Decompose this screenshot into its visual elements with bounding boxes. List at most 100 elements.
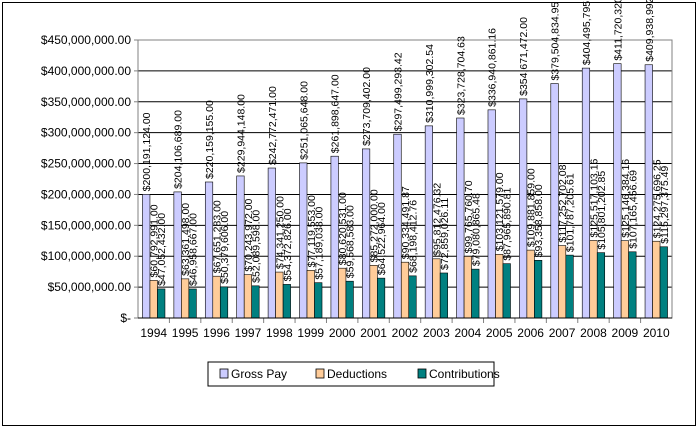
data-label: $77,119,553.00 (306, 195, 318, 267)
data-label: $323,728,704.63 (455, 36, 467, 115)
data-label: $411,720,320.75 (612, 0, 624, 61)
data-label: $80,620,531.00 (337, 192, 349, 265)
data-label: $115,297,375.49 (659, 166, 671, 244)
y-tick-label: $200,000,000.00 (41, 187, 131, 201)
x-tick-label: 2000 (329, 326, 356, 340)
data-label: $297,499,293.42 (393, 52, 405, 131)
legend-swatch (315, 368, 325, 379)
bar-deductions (620, 240, 629, 319)
data-label: $50,379,606.00 (219, 211, 231, 284)
data-label: $93,358,858.00 (533, 184, 545, 257)
bar-contributions (377, 277, 386, 319)
data-label: $117,252,702.08 (557, 164, 569, 242)
data-label: $261,898,647.00 (330, 74, 342, 153)
data-label: $47,052,432.00 (156, 213, 168, 286)
bar-contributions (502, 263, 511, 319)
data-label: $125,146,384.16 (620, 159, 632, 238)
bar-contributions (188, 288, 197, 319)
data-label: $52,089,598.00 (250, 210, 262, 283)
x-tick-label: 1998 (266, 326, 293, 340)
axes: $- $50,000,000.00 $100,000,000.00 $150,000,… (41, 33, 672, 340)
y-tick-label: $- (120, 311, 131, 325)
data-label: $85,272,000.00 (369, 189, 381, 262)
y-tick-label: $450,000,000.00 (41, 33, 131, 47)
data-label: $57,189,038.00 (313, 207, 325, 280)
bar-contributions (534, 260, 543, 319)
legend-swatch (219, 368, 229, 379)
data-label: $99,765,760.70 (463, 180, 475, 253)
data-label: $70,243,972.00 (243, 198, 255, 271)
data-label: $72,859,026.11 (439, 198, 451, 270)
y-tick-label: $250,000,000.00 (41, 157, 131, 171)
x-tick-label: 2003 (423, 326, 450, 340)
y-tick-label: $300,000,000.00 (41, 126, 131, 140)
data-label: $105,801,202.85 (596, 171, 608, 250)
data-label: $204,106,689.00 (173, 110, 185, 189)
x-tick-label: 1999 (297, 326, 324, 340)
data-label: $336,940,861.16 (487, 28, 499, 107)
data-label: $68,198,412.76 (408, 200, 420, 273)
data-label: $409,938,992.83 (644, 0, 656, 62)
data-label: $64,522,964.00 (376, 202, 388, 275)
data-label: $54,372,826.00 (282, 208, 294, 281)
data-label: $354,671,472.00 (518, 17, 530, 96)
bar-contributions (439, 272, 448, 319)
bar-contributions (282, 284, 291, 319)
data-label: $87,965,890.81 (502, 188, 514, 261)
bar-deductions (495, 253, 504, 319)
data-label: $379,504,834.95 (550, 2, 562, 81)
bar-contributions (408, 275, 417, 319)
bar-contributions (565, 254, 574, 319)
data-label: $251,065,648.00 (298, 81, 310, 160)
data-label: $90,334,491.87 (400, 186, 412, 259)
legend-box (207, 361, 495, 387)
legend-label: Contributions (429, 367, 500, 381)
legend: Gross Pay Deductions Contributions (207, 361, 500, 387)
data-label: $229,944,148.00 (235, 94, 247, 173)
y-tick-label: $350,000,000.00 (41, 95, 131, 109)
data-label: $273,709,402.00 (361, 67, 373, 146)
x-tick-label: 1995 (172, 326, 199, 340)
x-tick-label: 1996 (203, 326, 230, 340)
data-label: $46,958,667.00 (188, 213, 200, 286)
data-label: $95,812,476.32 (431, 183, 443, 256)
data-label: $60,792,991.00 (149, 204, 161, 277)
bar-contributions (345, 280, 354, 319)
bar-contributions (596, 252, 606, 319)
bars (142, 63, 668, 319)
bar-deductions (526, 249, 535, 319)
data-label: $107,165,456.69 (627, 170, 639, 249)
data-label: $220,159,155.00 (204, 100, 216, 179)
y-tick-label: $150,000,000.00 (41, 218, 131, 232)
bar-contributions (251, 285, 260, 319)
x-tick-label: 1994 (140, 326, 167, 340)
legend-label: Deductions (327, 367, 387, 381)
legend-label: Gross Pay (231, 367, 287, 381)
x-tick-label: 2001 (360, 326, 387, 340)
data-label: $109,881,859.00 (526, 168, 538, 247)
data-label: $125,517,103.16 (588, 158, 600, 237)
bar-contributions (219, 286, 229, 319)
chart-frame (2, 2, 696, 426)
bar-contributions (471, 268, 480, 319)
data-label: $242,772,471.00 (267, 86, 279, 165)
bar-contributions (659, 246, 668, 319)
x-tick-label: 2005 (486, 326, 513, 340)
y-tick-label: $100,000,000.00 (41, 249, 131, 263)
x-tick-label: 2002 (392, 326, 419, 340)
data-label: $124,275,696.25 (651, 159, 663, 238)
y-tick-label: $50,000,000.00 (48, 280, 132, 294)
legend-swatch (417, 368, 427, 379)
x-tick-label: 2004 (454, 326, 481, 340)
data-label: $67,651,283.00 (212, 200, 224, 273)
data-label: $63,361,498.00 (180, 203, 192, 276)
bar-contributions (157, 288, 166, 319)
x-tick-label: 2009 (612, 326, 639, 340)
bar-contributions (628, 251, 637, 319)
x-tick-label: 2010 (643, 326, 670, 340)
x-tick-label: 1997 (235, 326, 262, 340)
x-tick-label: 2008 (580, 326, 607, 340)
data-label: $103,121,579.00 (494, 172, 506, 251)
bar-deductions (589, 240, 598, 319)
